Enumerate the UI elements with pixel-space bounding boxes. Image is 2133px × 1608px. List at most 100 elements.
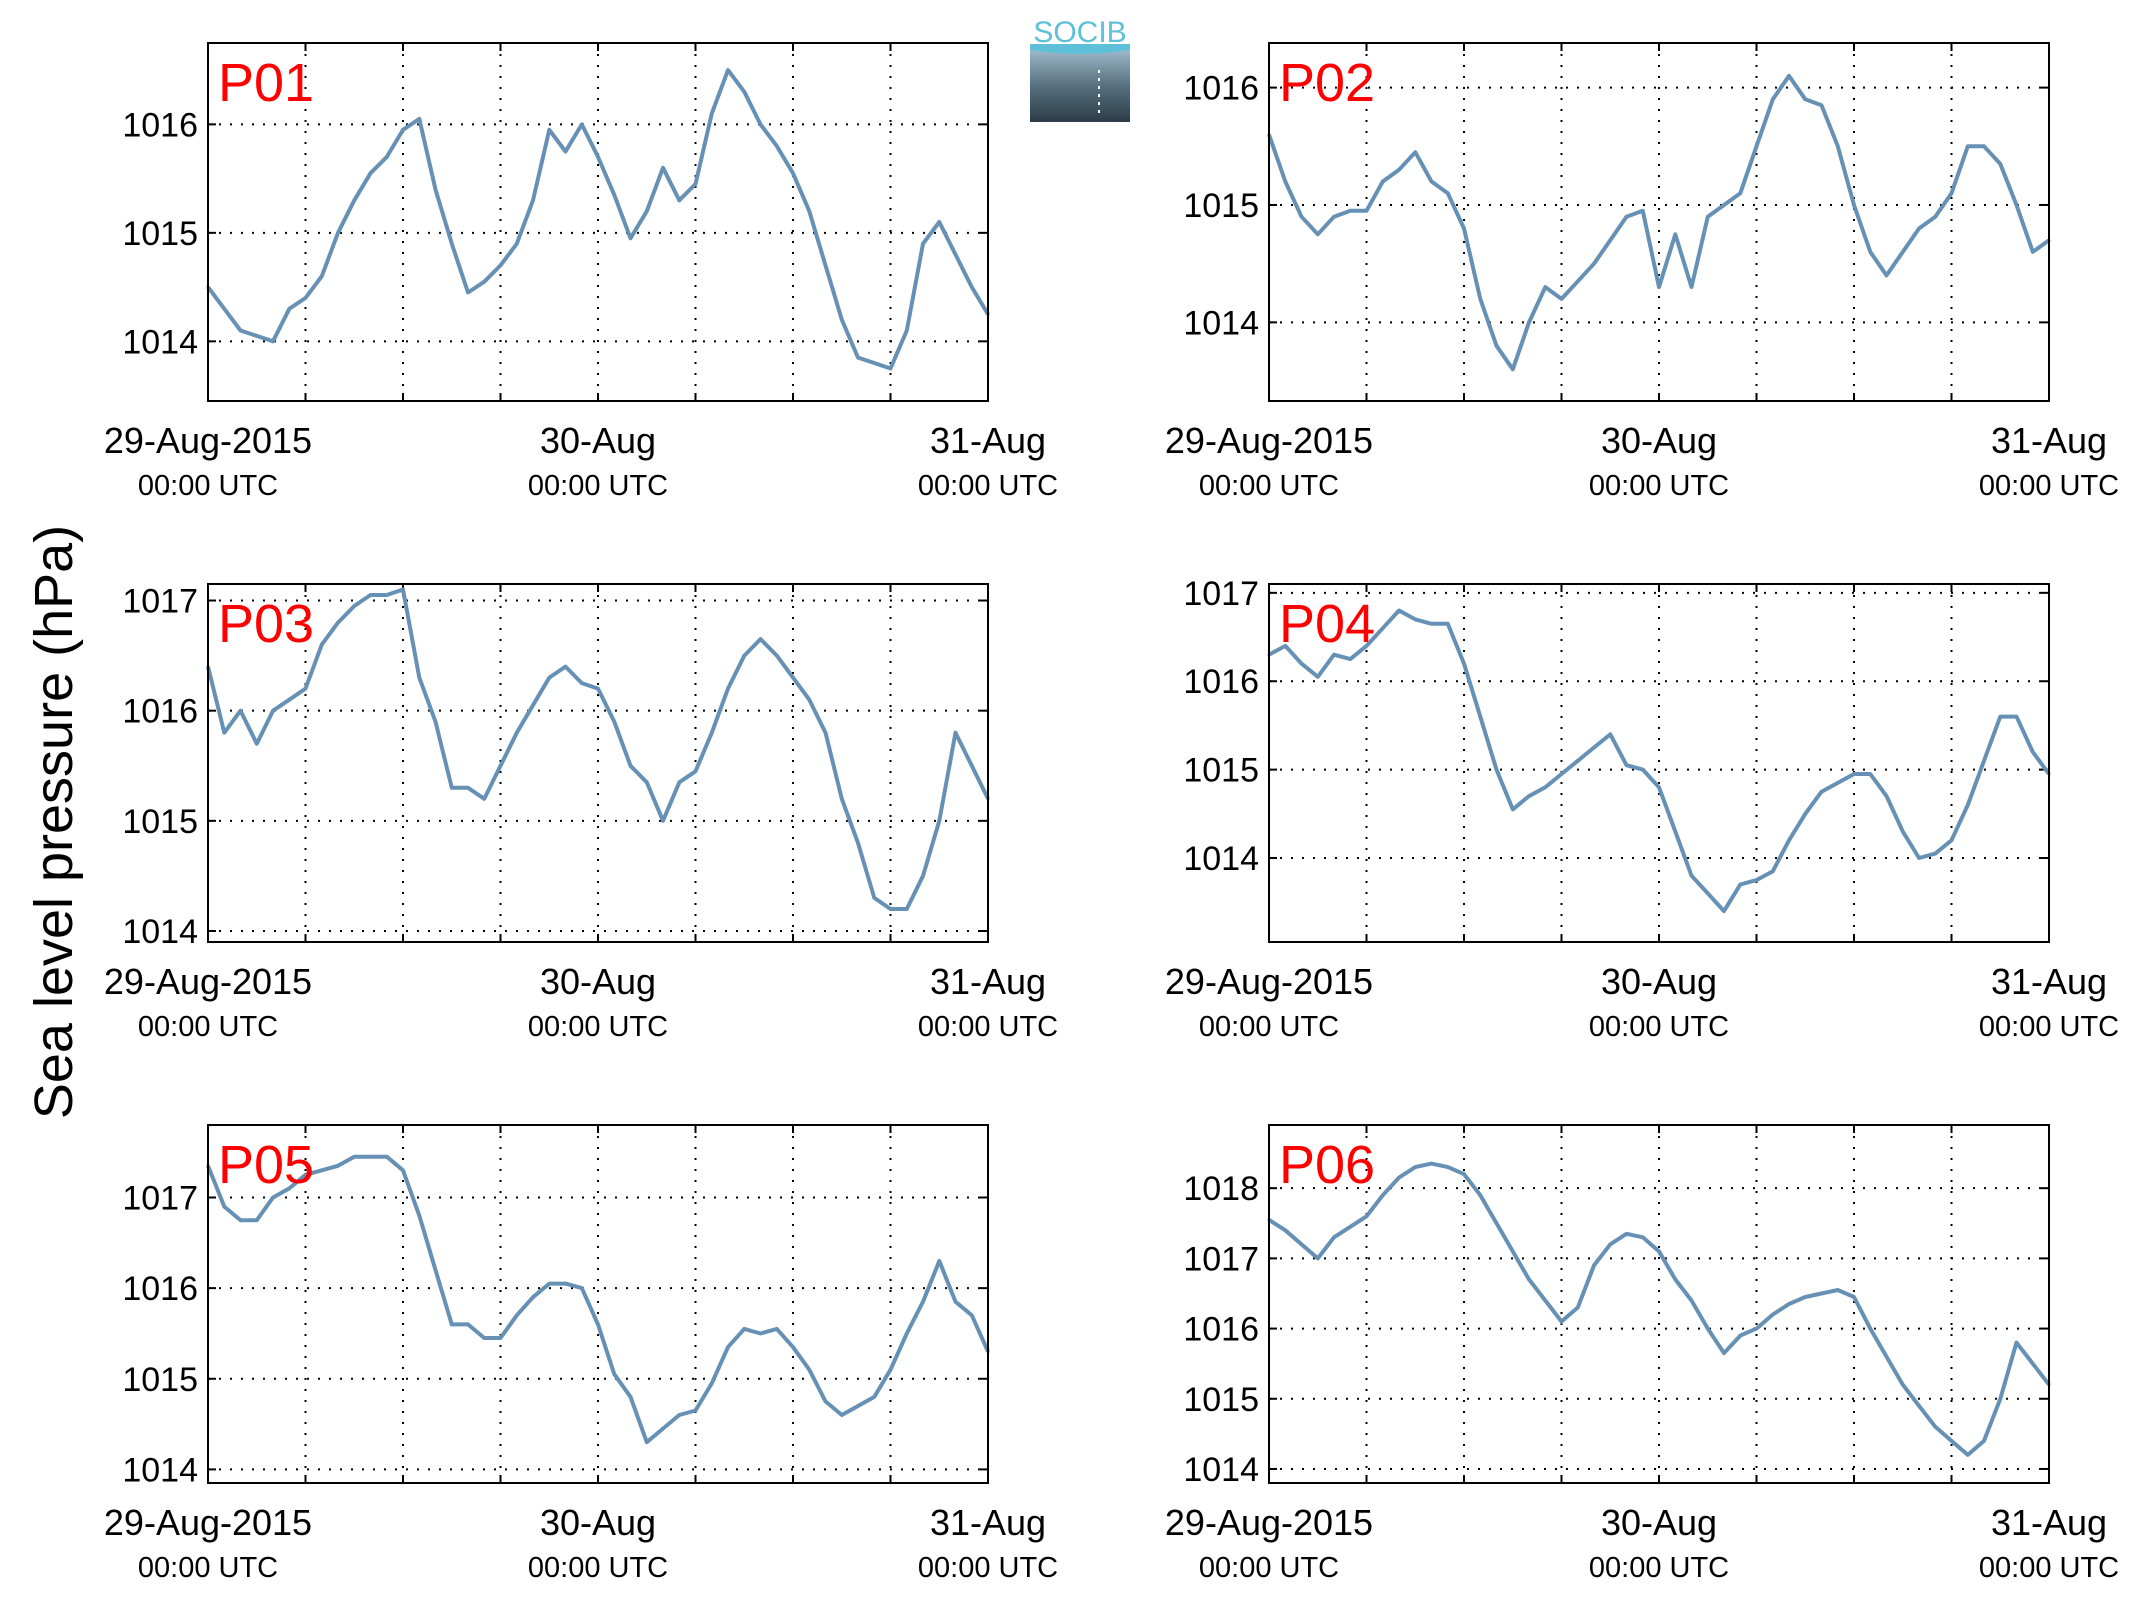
data-point	[401, 128, 405, 132]
data-point	[580, 681, 584, 685]
x-tick-label-time: 00:00 UTC	[138, 470, 278, 502]
data-point	[759, 637, 762, 641]
x-tick-label-date: 30-Aug	[1601, 420, 1717, 461]
y-tick-label: 1015	[122, 803, 198, 841]
data-point	[1413, 617, 1417, 621]
data-point	[954, 253, 957, 257]
data-point	[840, 318, 844, 322]
data-point	[1283, 180, 1287, 184]
data-point	[222, 1205, 226, 1209]
data-point	[255, 1218, 259, 1222]
data-point	[1300, 1242, 1303, 1246]
data-point	[1982, 144, 1986, 148]
data-point	[1478, 1193, 1482, 1197]
data-point	[499, 263, 502, 267]
data-point	[1950, 1439, 1953, 1443]
panel-p04: 1014 1015 1016 1017 P04 29-Aug-2015 00:00 UTC 3…	[1165, 575, 2119, 1043]
plot-frame	[207, 1124, 989, 1484]
data-point	[2031, 1362, 2035, 1366]
data-point	[661, 166, 665, 170]
data-point	[629, 236, 632, 240]
data-point	[239, 1218, 242, 1222]
data-point	[1885, 273, 1888, 277]
data-point	[1543, 785, 1547, 789]
panels: 1014 1015 1016 P01 29-Aug-2015 00:00 UTC 30-Au…	[104, 42, 2119, 1584]
data-point	[612, 1372, 616, 1376]
data-point	[1771, 1313, 1775, 1317]
data-point	[1706, 1327, 1710, 1331]
panel-p01: 1014 1015 1016 P01 29-Aug-2015 00:00 UTC 30-Au…	[104, 42, 1058, 502]
data-point	[304, 296, 307, 300]
data-point	[1771, 97, 1775, 101]
data-point	[271, 1196, 275, 1200]
logo-block	[1030, 50, 1130, 122]
data-point	[1722, 203, 1726, 207]
data-point	[1511, 367, 1515, 371]
data-point	[1641, 1235, 1645, 1239]
data-point	[742, 654, 746, 658]
data-point	[1917, 226, 1921, 230]
data-point	[1625, 763, 1628, 767]
data-point	[759, 122, 762, 126]
data-point	[1836, 144, 1840, 148]
y-tick-label: 1014	[1183, 304, 1259, 342]
y-tick-label: 1016	[1183, 70, 1259, 108]
data-point	[759, 1331, 762, 1335]
logo-text: SOCIB	[1033, 16, 1126, 49]
plot-frame	[207, 583, 989, 943]
x-tick-label-date: 31-Aug	[1991, 1502, 2107, 1543]
data-point	[1868, 772, 1872, 776]
y-tick-label: 1016	[122, 106, 198, 144]
data-point	[1446, 1165, 1450, 1169]
data-point	[1852, 772, 1856, 776]
plot-frame	[207, 42, 989, 402]
data-point	[1576, 1306, 1580, 1310]
x-tick-label-date: 31-Aug	[1991, 961, 2107, 1002]
data-point	[1803, 1295, 1807, 1299]
data-point	[564, 665, 567, 669]
data-point	[352, 604, 356, 608]
data-point	[645, 1440, 649, 1444]
data-point	[1348, 1225, 1352, 1229]
data-point	[1836, 1288, 1840, 1292]
data-point	[1413, 150, 1417, 154]
data-point	[905, 907, 909, 911]
data-point	[1511, 1249, 1515, 1253]
y-tick-label: 1017	[1183, 1240, 1259, 1278]
data-point	[1787, 838, 1791, 842]
data-point	[1917, 1404, 1921, 1408]
y-axis-label: Sea level pressure (hPa)	[24, 525, 84, 1119]
data-point	[1933, 1425, 1937, 1429]
data-point	[450, 1322, 454, 1326]
data-point	[596, 687, 600, 691]
data-point	[434, 187, 437, 191]
data-point	[547, 128, 551, 132]
data-point	[369, 171, 372, 175]
data-point	[1673, 830, 1677, 834]
data-point	[661, 1427, 665, 1431]
data-point	[694, 182, 697, 186]
data-point	[466, 786, 470, 790]
data-point	[1527, 794, 1531, 798]
data-point	[596, 155, 600, 159]
data-point	[239, 328, 242, 332]
data-point	[1365, 209, 1368, 213]
x-tick-label-time: 00:00 UTC	[1979, 470, 2119, 502]
data-point	[385, 1155, 389, 1159]
y-tick-label: 1014	[1183, 1451, 1259, 1489]
data-point	[694, 1408, 697, 1412]
data-point	[1868, 250, 1872, 254]
data-point	[1300, 215, 1303, 219]
y-tick-label: 1016	[1183, 1311, 1259, 1349]
data-point	[320, 274, 324, 278]
y-tick-label: 1015	[1183, 1381, 1259, 1419]
data-point	[1933, 852, 1937, 856]
data-point	[1592, 746, 1596, 750]
data-point	[1787, 74, 1791, 78]
data-point	[775, 654, 779, 658]
data-point	[1560, 1320, 1563, 1324]
y-tick-label: 1014	[1183, 840, 1259, 878]
data-point	[499, 764, 502, 768]
data-point	[1966, 1453, 1970, 1457]
data-point	[856, 841, 860, 845]
